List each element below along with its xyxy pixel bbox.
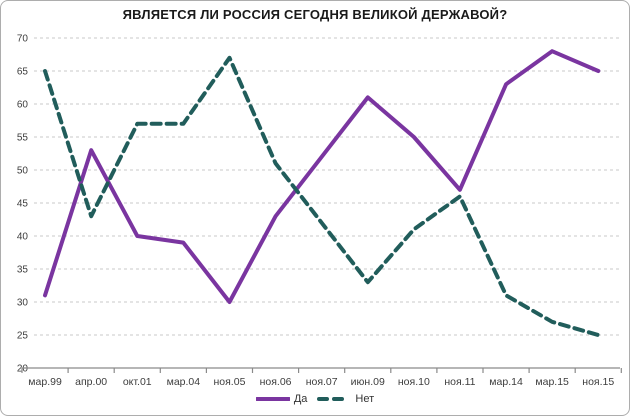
x-tick-label: ноя.11: [444, 376, 475, 388]
x-tick-label: ноя.10: [398, 376, 430, 388]
x-tick-label: мар.04: [167, 376, 201, 388]
x-tick-label: июн.09: [351, 376, 385, 388]
series-line-yes: [43, 49, 601, 304]
series-line-no: [43, 55, 601, 337]
y-tick-label: 40: [17, 232, 29, 243]
x-tick-label: ноя.07: [306, 376, 338, 388]
x-tick-label: мар.99: [28, 376, 62, 388]
y-tick-label: 45: [17, 199, 29, 210]
y-tick-label: 65: [17, 67, 29, 78]
legend-item-no: Нет: [317, 393, 374, 405]
legend-label-no: Нет: [355, 393, 375, 405]
chart-title: ЯВЛЯЕТСЯ ЛИ РОССИЯ СЕГОДНЯ ВЕЛИКОЙ ДЕРЖА…: [122, 7, 508, 22]
x-tick-label: ноя.15: [582, 376, 614, 388]
y-tick-label: 55: [17, 133, 29, 144]
solid-line-swatch-icon: [255, 397, 290, 401]
dashed-line-swatch-icon: [317, 397, 352, 401]
x-tick-label: апр.00: [75, 376, 107, 388]
y-tick-label: 25: [17, 331, 29, 342]
x-tick-label: мар.15: [535, 376, 569, 388]
y-tick-label: 60: [17, 100, 29, 111]
legend-label-yes: Да: [293, 393, 308, 405]
y-tick-label: 30: [17, 298, 29, 309]
y-tick-label: 70: [17, 34, 29, 45]
y-tick-label: 35: [17, 265, 29, 276]
x-tick-label: ноя.05: [213, 376, 245, 388]
legend-item-yes: Да: [255, 393, 308, 405]
plot-area: 20 25 30 35 40 45 50 55 60 65 70 мар.99 апр.00 окт.01…: [17, 34, 622, 388]
y-tick-label: 50: [17, 166, 29, 177]
chart-legend: Да Нет: [1, 393, 629, 405]
x-tick-label: окт.01: [123, 376, 152, 388]
x-tick-label: ноя.06: [260, 376, 292, 388]
x-tick-label: мар.14: [489, 376, 523, 388]
y-tick-label: 20: [17, 364, 29, 375]
